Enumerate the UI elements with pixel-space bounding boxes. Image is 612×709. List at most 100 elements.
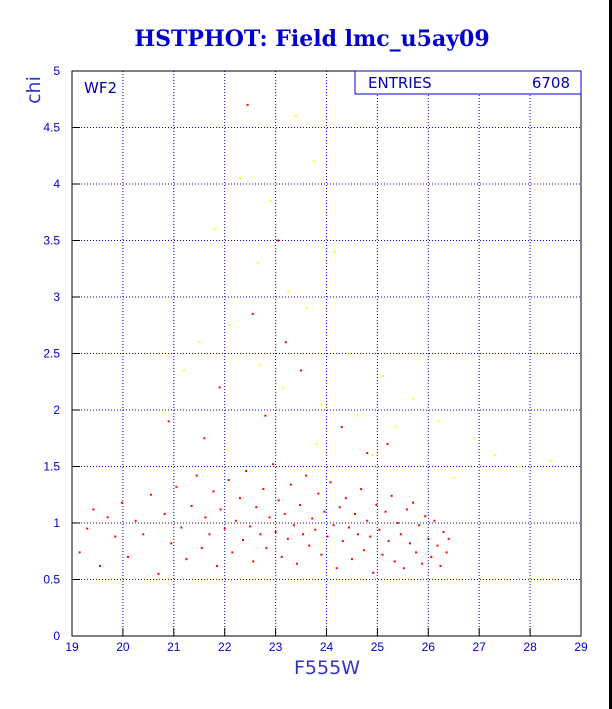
data-point [274, 531, 277, 534]
data-point [126, 555, 129, 558]
y-tick-label: 1.5 [43, 460, 60, 474]
chip-label: WF2 [84, 79, 117, 97]
data-point [295, 562, 298, 565]
data-point [149, 493, 152, 496]
data-point [120, 501, 123, 504]
data-point [242, 538, 245, 541]
data-point [283, 512, 286, 515]
data-point [366, 519, 369, 522]
data-point [227, 479, 230, 482]
data-point [371, 454, 374, 457]
data-point [106, 516, 109, 519]
data-point [86, 527, 89, 530]
data-point [157, 572, 160, 575]
data-point [344, 497, 347, 500]
data-point [386, 442, 389, 445]
data-point [218, 386, 221, 389]
data-point [366, 451, 369, 454]
data-point [439, 564, 442, 567]
x-tick-label: 20 [116, 640, 130, 654]
data-point [175, 485, 178, 488]
data-point [332, 524, 335, 527]
data-point [259, 363, 262, 366]
data-point [405, 508, 408, 511]
data-point [256, 262, 259, 265]
data-point [294, 115, 297, 118]
data-point [381, 553, 384, 556]
y-tick-label: 3 [53, 290, 60, 304]
data-point [170, 542, 173, 545]
x-tick-label: 24 [320, 640, 334, 654]
data-point [393, 560, 396, 563]
y-axis-title: chi [23, 76, 45, 104]
data-point [277, 499, 280, 502]
data-point [302, 533, 305, 536]
data-point [350, 558, 353, 561]
data-point [418, 524, 421, 527]
y-tick-label: 0 [53, 629, 60, 643]
data-point [305, 474, 308, 477]
data-point [408, 542, 411, 545]
data-point [421, 562, 424, 565]
stats-box [354, 70, 582, 95]
data-point [249, 525, 252, 528]
data-point [493, 454, 496, 457]
data-point [338, 506, 341, 509]
data-point [399, 533, 402, 536]
data-point [134, 519, 137, 522]
data-point [162, 409, 165, 411]
x-tick-label: 23 [269, 640, 283, 654]
data-point [415, 551, 418, 554]
data-point [114, 535, 117, 538]
data-point [262, 488, 265, 491]
data-point [372, 571, 375, 574]
data-point [185, 558, 188, 561]
data-point [354, 512, 357, 515]
data-point [340, 425, 343, 428]
data-point [311, 517, 314, 520]
data-point [369, 535, 372, 538]
data-point [251, 312, 254, 315]
data-point [245, 470, 248, 473]
x-tick-label: 28 [523, 640, 537, 654]
y-tick-label: 2 [53, 403, 60, 417]
data-point [412, 501, 415, 504]
y-tick-label: 1 [53, 516, 60, 530]
data-point [182, 369, 185, 372]
data-point [286, 537, 289, 540]
data-point [163, 512, 166, 515]
data-point [142, 533, 145, 536]
data-point [167, 420, 170, 423]
chart-title: HSTPHOT: Field lmc_u5ay09 [134, 26, 489, 52]
data-point [231, 551, 234, 554]
data-point [213, 228, 216, 231]
data-point [284, 341, 287, 344]
data-point [226, 448, 229, 451]
data-point [280, 555, 283, 558]
page-edge [609, 0, 612, 709]
x-tick-label: 29 [574, 640, 588, 654]
data-point [299, 503, 302, 506]
x-tick-label: 25 [371, 640, 385, 654]
data-point [447, 537, 450, 540]
data-point [315, 442, 318, 445]
data-point [238, 497, 241, 500]
x-tick-label: 21 [167, 640, 181, 654]
y-tick-label: 3.5 [43, 234, 60, 248]
y-tick-label: 0.5 [43, 573, 60, 587]
data-point [387, 540, 390, 543]
data-point [320, 553, 323, 556]
data-point [317, 492, 320, 495]
data-point [180, 526, 183, 529]
data-point [78, 551, 81, 554]
data-points [78, 103, 552, 575]
data-point [289, 483, 292, 486]
data-point [246, 103, 249, 106]
data-point [252, 560, 255, 563]
data-point [204, 516, 207, 519]
data-point [238, 177, 241, 180]
data-point [200, 546, 203, 549]
data-point [305, 307, 308, 310]
